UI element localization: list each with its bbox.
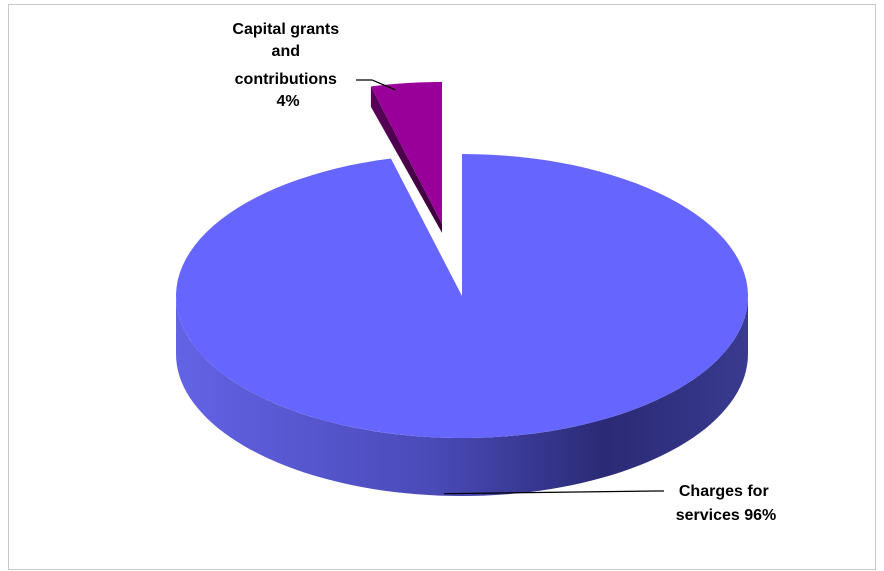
slice-charges-side [176, 296, 748, 496]
label-line: and [272, 43, 300, 60]
leader-line-capital-grants [356, 79, 396, 91]
slice-capital-grants-top [370, 82, 442, 224]
label-line: services 96% [676, 507, 777, 524]
label-line: contributions [235, 71, 337, 88]
data-label-charges: Charges for services 96% [676, 483, 777, 524]
label-line: 4% [276, 93, 299, 110]
label-line: Charges for [679, 483, 769, 500]
label-line: Capital grants [232, 21, 339, 38]
slice-charges-for-services [176, 154, 748, 496]
slice-capital-grants [370, 82, 442, 233]
leader-line-charges [443, 490, 664, 495]
slice-capital-grants-cut-face [370, 86, 442, 233]
slice-charges-top [176, 154, 748, 438]
data-label-capital-grants: Capital grants and contributions 4% [232, 21, 343, 110]
